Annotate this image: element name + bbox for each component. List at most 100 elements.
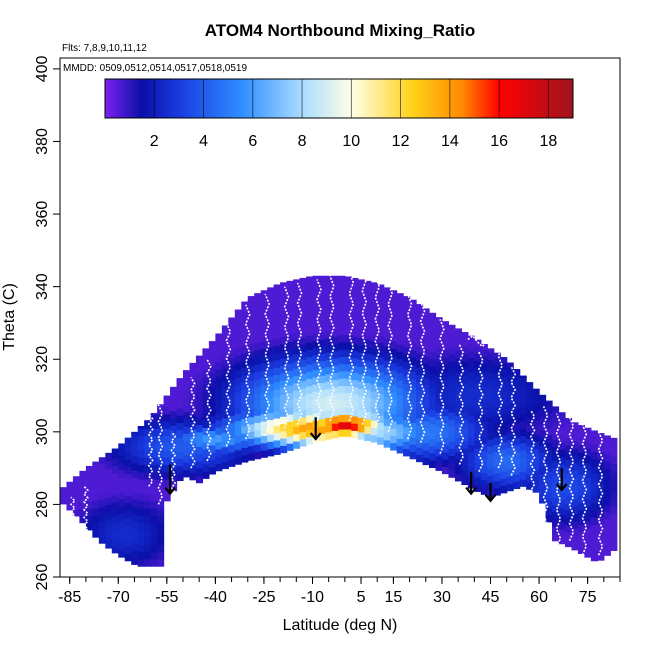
field-cell (254, 378, 262, 387)
field-cell (131, 491, 139, 500)
field-cell (577, 509, 585, 518)
field-cell (234, 442, 242, 451)
field-cell (422, 428, 430, 437)
field-cell (454, 459, 462, 467)
field-cell (267, 397, 275, 406)
field-cell (564, 430, 573, 439)
field-cell (221, 325, 229, 332)
field-cell (571, 506, 579, 515)
field-cell (150, 457, 158, 466)
field-cell (571, 433, 579, 442)
field-cell (318, 367, 327, 376)
field-cell (85, 465, 93, 473)
field-cell (111, 509, 119, 518)
field-cell (370, 296, 378, 305)
field-cell (597, 494, 605, 503)
field-cell (338, 327, 346, 336)
field-cell (234, 413, 242, 422)
field-cell (603, 435, 611, 440)
field-cell (429, 358, 437, 367)
field-cell (435, 448, 443, 457)
field-cell (331, 415, 339, 424)
field-cell (545, 485, 553, 494)
field-cell (377, 371, 385, 380)
field-cell (247, 445, 255, 454)
down-arrow (484, 482, 497, 503)
field-cell (331, 292, 339, 301)
field-cell (331, 328, 339, 337)
field-cell (493, 371, 501, 380)
field-cell (454, 408, 462, 417)
field-cell (377, 422, 385, 431)
field-cell (539, 466, 547, 475)
field-cell (474, 389, 482, 398)
field-cell (506, 468, 514, 477)
field-cell (215, 390, 223, 399)
field-cell (435, 375, 443, 384)
field-cell (144, 420, 152, 422)
field-cell (338, 385, 346, 394)
field-cell (396, 394, 404, 403)
field-cell (558, 420, 566, 429)
field-cell (254, 349, 262, 358)
field-cell (170, 447, 178, 455)
field-cell (351, 430, 359, 439)
field-cell (293, 361, 301, 369)
field-cell (344, 370, 352, 379)
field-cell (208, 401, 216, 410)
field-cell (241, 316, 249, 325)
field-cell (144, 551, 152, 560)
field-cell (377, 378, 385, 387)
field-cell (92, 461, 100, 466)
field-cell (215, 405, 223, 414)
field-cell (202, 434, 210, 443)
field-cell (357, 359, 365, 368)
field-cell (513, 452, 521, 461)
field-cell (429, 460, 437, 468)
field-cell (299, 395, 307, 404)
flight-profile (597, 431, 604, 556)
field-cell (357, 431, 365, 440)
flight-profile (555, 413, 562, 549)
field-cell (584, 433, 592, 442)
field-cell (545, 478, 553, 487)
field-cell (390, 406, 398, 415)
field-cell (435, 397, 443, 406)
field-cell (364, 426, 372, 434)
field-cell (293, 375, 301, 384)
field-cell (306, 385, 314, 394)
field-cell (144, 493, 152, 502)
field-cell (390, 326, 398, 335)
field-cell (422, 413, 430, 422)
field-cell (500, 427, 508, 436)
field-cell (396, 351, 404, 360)
field-cell (254, 415, 262, 423)
field-cell (306, 320, 314, 329)
field-cell (390, 420, 398, 429)
field-cell (539, 459, 547, 468)
field-cell (189, 385, 197, 394)
field-cell (318, 338, 327, 347)
field-cell (92, 493, 100, 502)
field-cell (331, 336, 339, 344)
field-cell (118, 513, 126, 522)
field-cell (280, 445, 288, 454)
field-cell (390, 333, 398, 342)
field-cell (254, 328, 262, 336)
field-cell (267, 404, 275, 413)
field-cell (403, 346, 411, 355)
flight-profile (419, 300, 426, 443)
field-cell (293, 433, 301, 442)
field-cell (454, 386, 462, 395)
field-cell (118, 443, 126, 449)
field-cell (558, 449, 566, 458)
field-cell (338, 305, 346, 314)
field-cell (584, 491, 592, 500)
field-cell (163, 457, 171, 466)
field-cell (545, 405, 553, 414)
y-axis-label: Theta (C) (1, 283, 18, 351)
field-cell (79, 508, 87, 516)
field-cell (286, 312, 294, 321)
field-cell (351, 306, 359, 315)
field-cell (590, 473, 598, 482)
